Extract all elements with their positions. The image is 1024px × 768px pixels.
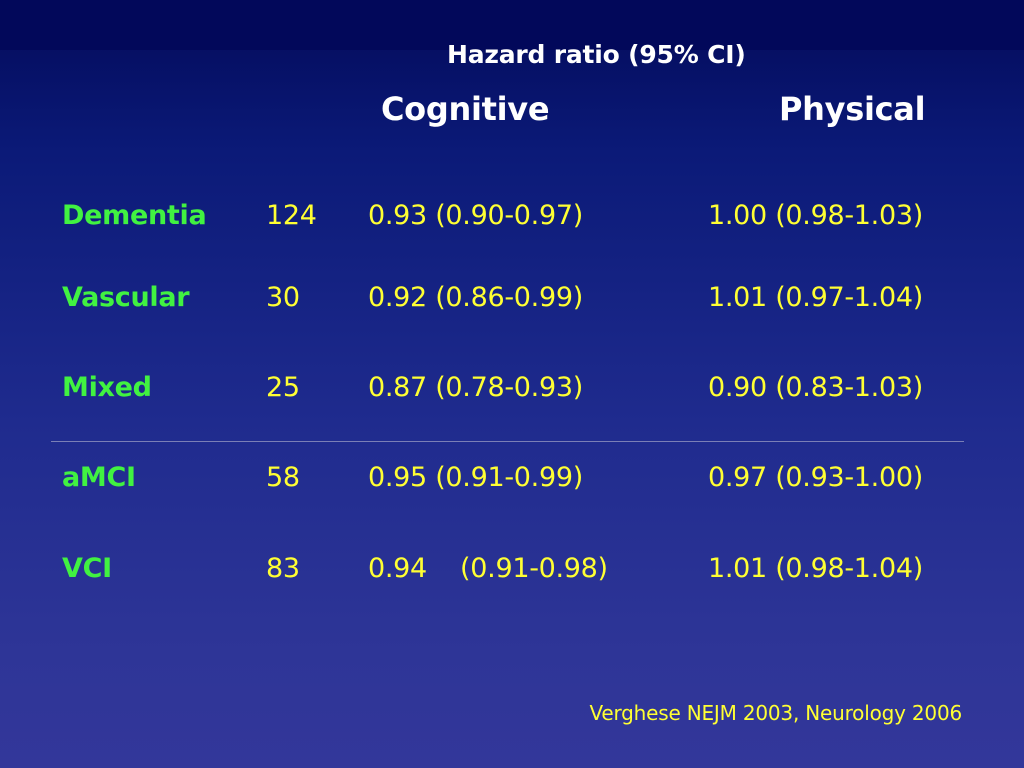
row-count: 124 <box>266 200 317 231</box>
table-row-mixed: Mixed 25 0.87 (0.78-0.93) 0.90 (0.83-1.0… <box>0 372 1024 412</box>
slide-title: Hazard ratio (95% CI) <box>447 40 746 69</box>
row-count: 30 <box>266 282 300 313</box>
row-count: 83 <box>266 553 300 584</box>
cognitive-hazard-ratio: 0.94 (0.91-0.98) <box>368 553 608 584</box>
physical-hazard-ratio: 0.90 (0.83-1.03) <box>708 372 923 403</box>
column-header-physical: Physical <box>779 90 926 128</box>
table-row-vascular: Vascular 30 0.92 (0.86-0.99) 1.01 (0.97-… <box>0 282 1024 322</box>
citation: Verghese NEJM 2003, Neurology 2006 <box>589 701 962 725</box>
table-row-vci: VCI 83 0.94 (0.91-0.98) 1.01 (0.98-1.04) <box>0 553 1024 593</box>
cognitive-hazard-ratio: 0.87 (0.78-0.93) <box>368 372 583 403</box>
row-count: 25 <box>266 372 300 403</box>
table-row-dementia: Dementia 124 0.93 (0.90-0.97) 1.00 (0.98… <box>0 200 1024 240</box>
row-label: aMCI <box>62 462 136 493</box>
row-label: Mixed <box>62 372 152 403</box>
table-row-amci: aMCI 58 0.95 (0.91-0.99) 0.97 (0.93-1.00… <box>0 462 1024 502</box>
column-header-cognitive: Cognitive <box>381 90 550 128</box>
cognitive-hazard-ratio: 0.93 (0.90-0.97) <box>368 200 583 231</box>
row-label: Vascular <box>62 282 190 313</box>
title-band <box>0 0 1024 50</box>
physical-hazard-ratio: 1.00 (0.98-1.03) <box>708 200 923 231</box>
row-label: Dementia <box>62 200 207 231</box>
row-count: 58 <box>266 462 300 493</box>
cognitive-hazard-ratio: 0.95 (0.91-0.99) <box>368 462 583 493</box>
physical-hazard-ratio: 1.01 (0.97-1.04) <box>708 282 923 313</box>
physical-hazard-ratio: 0.97 (0.93-1.00) <box>708 462 923 493</box>
row-divider <box>51 441 964 442</box>
row-label: VCI <box>62 553 112 584</box>
cognitive-hazard-ratio: 0.92 (0.86-0.99) <box>368 282 583 313</box>
physical-hazard-ratio: 1.01 (0.98-1.04) <box>708 553 923 584</box>
